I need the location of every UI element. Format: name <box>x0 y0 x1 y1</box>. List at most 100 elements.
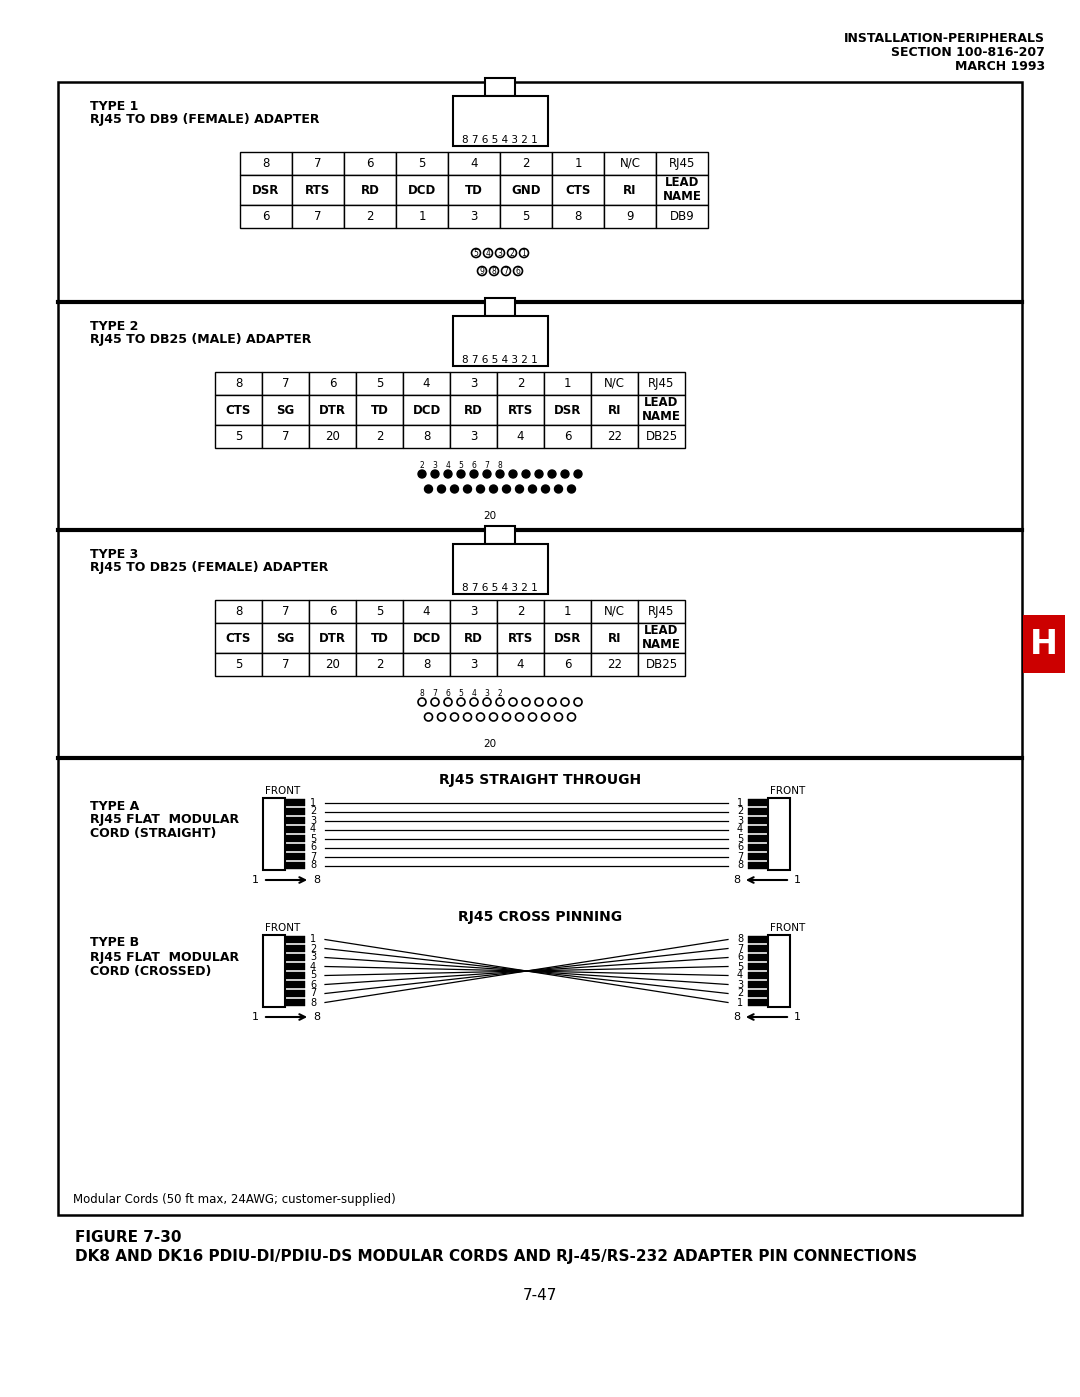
Bar <box>240 205 292 228</box>
Text: 6: 6 <box>737 953 743 963</box>
Bar <box>604 152 656 175</box>
Text: DB9: DB9 <box>670 210 694 224</box>
Bar <box>591 623 638 652</box>
Bar <box>497 372 544 395</box>
Bar <box>748 799 768 806</box>
Bar <box>656 175 708 205</box>
Bar <box>450 599 497 623</box>
Text: 1: 1 <box>310 798 316 807</box>
Text: 22: 22 <box>607 430 622 443</box>
Bar <box>552 175 604 205</box>
Text: 2: 2 <box>420 461 424 469</box>
Bar <box>262 425 309 448</box>
Text: 6: 6 <box>310 842 316 852</box>
Circle shape <box>444 469 453 478</box>
Text: 3: 3 <box>310 953 316 963</box>
Text: 4: 4 <box>737 824 743 834</box>
Text: 7: 7 <box>314 210 322 224</box>
Circle shape <box>489 485 498 493</box>
Text: 8: 8 <box>310 861 316 870</box>
Text: CTS: CTS <box>565 183 591 197</box>
Bar <box>604 205 656 228</box>
Bar <box>448 205 500 228</box>
Bar <box>309 425 356 448</box>
Text: DB25: DB25 <box>646 658 677 671</box>
Text: DCD: DCD <box>413 631 441 644</box>
Text: MARCH 1993: MARCH 1993 <box>955 60 1045 73</box>
Text: 6: 6 <box>262 210 270 224</box>
Text: 6: 6 <box>737 842 743 852</box>
Text: 2: 2 <box>376 430 383 443</box>
Text: 7: 7 <box>314 156 322 170</box>
Text: TD: TD <box>370 631 389 644</box>
Bar <box>748 999 768 1006</box>
Bar <box>292 205 345 228</box>
Text: 5: 5 <box>310 971 316 981</box>
Bar <box>285 807 305 814</box>
Bar <box>356 425 403 448</box>
Circle shape <box>437 485 446 493</box>
Bar <box>403 652 450 676</box>
Text: TYPE 2: TYPE 2 <box>90 320 138 332</box>
Circle shape <box>567 485 576 493</box>
Text: RD: RD <box>464 631 483 644</box>
Bar <box>748 954 768 961</box>
Text: 3: 3 <box>737 979 743 989</box>
Bar <box>638 395 685 425</box>
Text: 20: 20 <box>325 658 340 671</box>
Text: 2: 2 <box>523 156 530 170</box>
Bar <box>396 175 448 205</box>
Circle shape <box>483 469 491 478</box>
Text: 7: 7 <box>310 989 316 999</box>
Bar <box>345 152 396 175</box>
Text: GND: GND <box>511 183 541 197</box>
Circle shape <box>463 485 472 493</box>
Bar <box>450 623 497 652</box>
Text: TYPE 3: TYPE 3 <box>90 548 138 560</box>
Bar <box>591 425 638 448</box>
Bar <box>285 854 305 861</box>
Bar <box>285 835 305 842</box>
Text: 5: 5 <box>376 377 383 390</box>
Bar <box>768 798 789 870</box>
Bar <box>215 395 262 425</box>
Circle shape <box>515 485 524 493</box>
Text: TD: TD <box>465 183 483 197</box>
Bar <box>309 372 356 395</box>
Text: 1: 1 <box>252 875 259 886</box>
Text: 3: 3 <box>470 605 477 617</box>
Text: DTR: DTR <box>319 631 346 644</box>
Bar <box>497 599 544 623</box>
Bar <box>453 96 548 147</box>
Text: 8: 8 <box>737 861 743 870</box>
Bar <box>264 935 285 1007</box>
Text: 1: 1 <box>794 875 801 886</box>
Text: INSTALLATION-PERIPHERALS: INSTALLATION-PERIPHERALS <box>843 32 1045 45</box>
Text: 4: 4 <box>446 461 450 469</box>
Text: 2: 2 <box>366 210 374 224</box>
Bar <box>285 944 305 951</box>
Bar <box>262 652 309 676</box>
Bar <box>403 372 450 395</box>
Bar <box>215 652 262 676</box>
Bar <box>748 854 768 861</box>
FancyBboxPatch shape <box>405 680 595 739</box>
Text: 4: 4 <box>737 971 743 981</box>
Text: CORD (STRAIGHT): CORD (STRAIGHT) <box>90 827 216 841</box>
Text: 7: 7 <box>737 852 743 862</box>
Bar <box>638 425 685 448</box>
Bar <box>262 623 309 652</box>
Circle shape <box>548 469 556 478</box>
Bar <box>638 623 685 652</box>
Bar <box>748 862 768 869</box>
Text: 5: 5 <box>737 834 743 844</box>
Text: 4: 4 <box>516 658 524 671</box>
Text: RJ45 TO DB9 (FEMALE) ADAPTER: RJ45 TO DB9 (FEMALE) ADAPTER <box>90 113 320 127</box>
Circle shape <box>502 485 511 493</box>
Text: 8: 8 <box>310 997 316 1007</box>
Text: 3: 3 <box>737 816 743 826</box>
Text: 1: 1 <box>575 156 582 170</box>
Text: 7: 7 <box>485 461 489 469</box>
Text: 7: 7 <box>282 658 289 671</box>
Circle shape <box>561 469 569 478</box>
